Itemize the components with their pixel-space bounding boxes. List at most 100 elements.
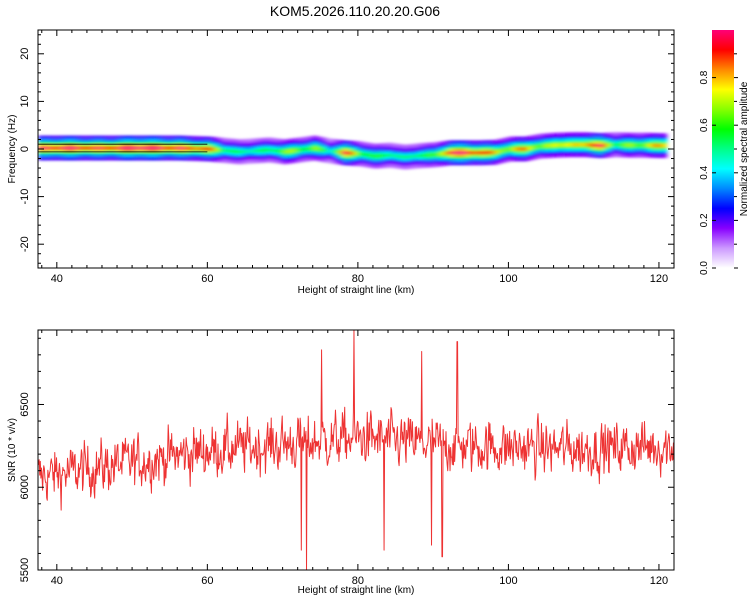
heatmap-cell: [308, 146, 314, 151]
heatmap-cell: [282, 150, 287, 154]
heatmap-cell: [523, 147, 528, 151]
heatmap-cell: [94, 146, 99, 150]
heatmap-cell: [425, 153, 430, 157]
spectrogram-heatmap: [38, 132, 668, 170]
heatmap-cell: [557, 143, 562, 147]
heatmap-cell: [448, 151, 453, 155]
heatmap-cell: [602, 143, 607, 148]
heatmap-cell: [38, 146, 43, 150]
heatmap-cell: [207, 147, 212, 151]
heatmap-cell: [132, 146, 137, 150]
spectrogram-x-axis-label: Height of straight line (km): [298, 285, 415, 296]
heatmap-cell: [418, 154, 423, 158]
heatmap-cell: [75, 146, 80, 150]
heatmap-cell: [64, 146, 69, 150]
heatmap-cell: [372, 154, 378, 158]
heatmap-cell: [188, 146, 193, 151]
y-tick-label: 5500: [19, 558, 31, 582]
x-tick-label: 40: [51, 575, 63, 587]
heatmap-cell: [628, 143, 634, 147]
y-tick-label: 0: [19, 146, 31, 152]
heatmap-cell: [192, 146, 197, 151]
heatmap-cell: [350, 151, 355, 155]
x-tick-label: 60: [201, 575, 213, 587]
heatmap-cell: [564, 143, 570, 147]
heatmap-cell: [150, 146, 156, 150]
heatmap-cell: [467, 151, 472, 155]
heatmap-cell: [109, 146, 114, 150]
heatmap-cell: [459, 151, 464, 155]
heatmap-cell: [613, 143, 619, 147]
heatmap-cell: [252, 149, 257, 153]
colorbar-ticks: 0.0 0.2 0.4 0.6 0.8: [699, 53, 738, 275]
colorbar-tick-label: 0.6: [699, 118, 710, 132]
heatmap-cell: [271, 148, 276, 153]
heatmap-cell: [173, 146, 178, 150]
heatmap-cell: [610, 143, 615, 147]
heatmap-cell: [451, 151, 457, 155]
heatmap-cell: [474, 151, 479, 155]
heatmap-cell: [278, 149, 284, 154]
heatmap-cell: [436, 152, 442, 156]
heatmap-cell: [534, 145, 540, 149]
heatmap-cell: [632, 143, 637, 147]
heatmap-cell: [433, 153, 438, 157]
heatmap-cell: [636, 143, 641, 147]
heatmap-cell: [530, 145, 536, 150]
heatmap-cell: [233, 149, 239, 154]
colorbar-tick-label: 0.8: [699, 70, 710, 84]
heatmap-cell: [376, 154, 382, 158]
heatmap-cell: [568, 143, 573, 147]
heatmap-cell: [237, 150, 242, 154]
heatmap-cell: [576, 143, 581, 147]
heatmap-cell: [56, 146, 62, 150]
spectrogram-y-axis-label: Frequency (Hz): [7, 115, 18, 184]
colorbar-tick-label: 0.0: [699, 261, 710, 275]
heatmap-cell: [384, 153, 389, 158]
x-tick-label: 120: [650, 273, 668, 285]
heatmap-cell: [497, 149, 502, 154]
figure-title: KOM5.2026.110.20.20.G06: [270, 3, 440, 19]
heatmap-cell: [546, 144, 551, 148]
heatmap-cell: [135, 146, 141, 150]
heatmap-cell: [391, 154, 397, 158]
heatmap-cell: [463, 151, 468, 155]
heatmap-cell: [312, 146, 318, 150]
heatmap-cell: [617, 143, 622, 147]
spectrogram-ridge: [38, 132, 668, 170]
heatmap-cell: [293, 148, 299, 153]
snr-panel: 40 60 80 100 120 5500 6000 6500 Height of stra…: [7, 329, 675, 596]
heatmap-cell: [346, 151, 351, 155]
heatmap-cell: [583, 143, 589, 147]
heatmap-cell: [128, 146, 133, 150]
x-tick-label: 40: [51, 273, 63, 285]
heatmap-cell: [113, 146, 118, 150]
heatmap-cell: [549, 143, 555, 148]
x-tick-label: 60: [201, 273, 213, 285]
heatmap-cell: [244, 149, 250, 154]
heatmap-cell: [290, 149, 295, 153]
y-tick-label: 20: [19, 48, 31, 60]
heatmap-cell: [440, 152, 446, 156]
y-tick-label: 6500: [19, 392, 31, 416]
heatmap-cell: [124, 146, 129, 150]
x-tick-label: 80: [352, 273, 364, 285]
heatmap-cell: [572, 143, 577, 147]
spectrogram-y-ticks: 20 10 0 -10 -20: [19, 34, 674, 264]
heatmap-cell: [147, 146, 152, 150]
heatmap-cell: [71, 146, 77, 150]
heatmap-cell: [286, 149, 291, 154]
heatmap-cell: [598, 144, 604, 148]
x-tick-label: 100: [499, 575, 517, 587]
heatmap-cell: [478, 151, 483, 155]
heatmap-cell: [120, 146, 126, 150]
heatmap-cell: [165, 146, 171, 150]
heatmap-cell: [181, 146, 186, 150]
heatmap-cell: [429, 153, 434, 157]
heatmap-cell: [621, 143, 626, 147]
heatmap-cell: [519, 147, 525, 151]
heatmap-cell: [320, 147, 325, 152]
heatmap-cell: [256, 149, 261, 153]
